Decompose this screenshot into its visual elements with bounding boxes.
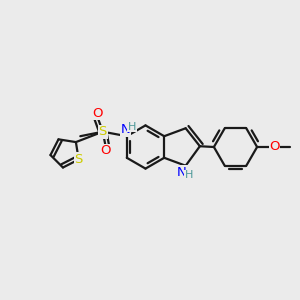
Text: S: S bbox=[74, 153, 83, 166]
Text: O: O bbox=[100, 144, 111, 158]
Text: N: N bbox=[120, 123, 130, 136]
Text: S: S bbox=[99, 125, 107, 138]
Text: O: O bbox=[92, 106, 103, 120]
Text: H: H bbox=[184, 170, 193, 180]
Text: H: H bbox=[128, 122, 136, 132]
Text: O: O bbox=[269, 140, 280, 154]
Text: N: N bbox=[177, 166, 187, 179]
